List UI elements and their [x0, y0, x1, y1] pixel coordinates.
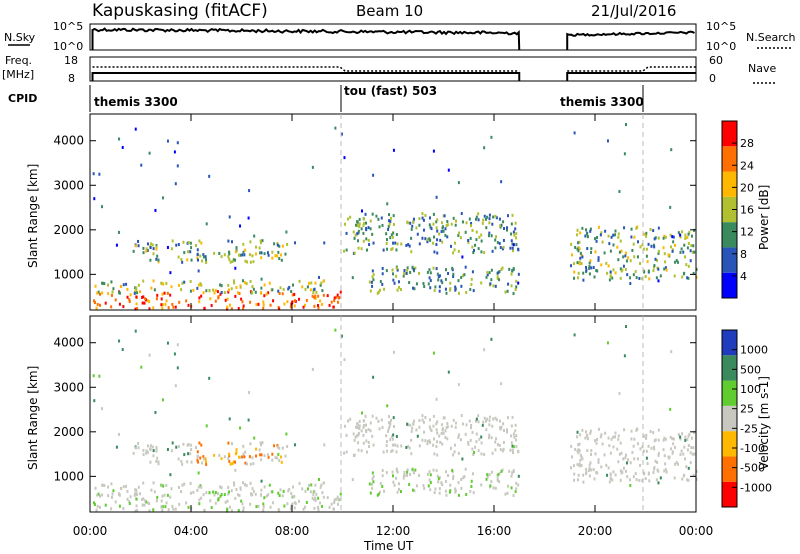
xtick-label: 20:00	[578, 524, 613, 538]
xtick-label: 08:00	[275, 524, 310, 538]
nsearch-tick-top: 10^5	[706, 20, 736, 33]
colorbar-tick: 4	[740, 270, 747, 283]
freq-label: Freq.	[5, 54, 32, 67]
colorbar-swatch	[722, 121, 737, 147]
power-heatmap	[92, 123, 698, 311]
colorbar-tick: 100	[740, 383, 761, 396]
colorbar-tick: 8	[740, 248, 747, 261]
colorbar-tick: 28	[740, 137, 754, 150]
colorbar-swatch	[722, 146, 737, 172]
xtick-label: 04:00	[174, 524, 209, 538]
colorbar-swatch	[722, 272, 737, 298]
colorbar-tick: -100	[740, 442, 765, 455]
power-colorbar-label: Power [dB]	[757, 185, 771, 250]
colorbar-swatch	[722, 405, 737, 432]
colorbar-swatch	[722, 380, 737, 406]
nave-tick-bottom: 0	[709, 72, 716, 85]
nsearch-tick-bottom: 10^0	[706, 40, 736, 53]
ytick-label: 2000	[53, 425, 84, 439]
colorbar-swatch	[722, 456, 737, 482]
colorbar-tick: 12	[740, 226, 754, 239]
colorbar-swatch	[722, 196, 737, 223]
velocity-colorbar: -1000 -500 -100 -25 25 100 500 1000	[721, 329, 772, 508]
beam-title: Beam 10	[356, 2, 423, 20]
colorbar-tick: -500	[740, 462, 765, 475]
power-ylabel: Slant Range [km]	[26, 164, 40, 268]
nave-line-2	[567, 66, 696, 72]
freq-panel: Freq. [MHz] 18 8 60 0 Nave	[2, 54, 776, 85]
nsearch-label: N.Search	[746, 31, 796, 44]
freq-tick-bottom: 8	[68, 72, 75, 85]
ytick-label: 4000	[53, 134, 84, 148]
velocity-heatmap	[92, 325, 698, 513]
freq-tick-top: 18	[64, 54, 78, 67]
colorbar-tick: 24	[740, 159, 754, 172]
freq-line-2	[566, 72, 696, 81]
power-colorbar: 4 8 12 16 20 24 28	[721, 120, 754, 299]
nsky-tick-top: 10^5	[53, 20, 83, 33]
colorbar-swatch	[722, 481, 737, 507]
colorbar-swatch	[722, 330, 737, 356]
colorbar-tick: 25	[740, 403, 754, 416]
nave-line	[92, 66, 520, 72]
colorbar-tick: 1000	[740, 344, 768, 357]
freq-unit-label: [MHz]	[2, 68, 34, 81]
ytick-label: 3000	[53, 178, 84, 192]
colorbar-tick: 20	[740, 181, 754, 194]
ytick-label: 4000	[53, 336, 84, 350]
velocity-colorbar-label: Velocity [m s-1]	[757, 376, 771, 470]
xtick-label: 00:00	[73, 524, 108, 538]
colorbar-swatch	[722, 171, 737, 197]
cpid-row: CPID themis 3300 tou (fast) 503 themis 3…	[8, 84, 644, 112]
colorbar-tick: 16	[740, 204, 754, 217]
colorbar-tick: 500	[740, 363, 761, 376]
ytick-label: 2000	[53, 223, 84, 237]
nsky-tick-bottom: 10^0	[53, 40, 83, 53]
cpid-segment-1: themis 3300	[94, 95, 178, 109]
station-title: Kapuskasing (fitACF)	[92, 1, 268, 21]
nsky-line-2	[566, 30, 695, 50]
date-title: 21/Jul/2016	[591, 2, 676, 20]
freq-line	[91, 72, 521, 81]
cpid-segment-2: tou (fast) 503	[344, 84, 437, 98]
colorbar-swatch	[722, 355, 737, 381]
xtick-label: 12:00	[376, 524, 411, 538]
velocity-panel: 1000 2000 3000 4000 Slant Range [km]	[26, 315, 698, 513]
ytick-label: 3000	[53, 380, 84, 394]
colorbar-tick: -1000	[740, 481, 772, 494]
nsky-label: N.Sky	[4, 31, 36, 44]
time-axis-label: Time UT	[363, 539, 414, 553]
power-panel: 1000 2000 3000 4000 Slant Range [km]	[26, 113, 698, 311]
nsky-panel: N.Sky 10^5 10^0 10^5 10^0 N.Search	[4, 20, 796, 53]
velocity-ylabel: Slant Range [km]	[26, 366, 40, 470]
ytick-label: 1000	[53, 469, 84, 483]
cpid-segment-3: themis 3300	[560, 95, 644, 109]
nave-tick-top: 60	[709, 54, 723, 67]
ytick-label: 1000	[53, 267, 84, 281]
time-axis: 00:00 04:00 08:00 12:00 16:00 20:00 00:00	[73, 114, 714, 538]
nsky-line	[91, 27, 521, 51]
colorbar-swatch	[722, 222, 737, 248]
cpid-label: CPID	[8, 92, 37, 105]
colorbar-swatch	[722, 431, 737, 457]
colorbar-tick: -25	[740, 422, 758, 435]
xtick-label: 00:00	[679, 524, 714, 538]
nave-label: Nave	[748, 62, 776, 75]
colorbar-swatch	[722, 247, 737, 273]
xtick-label: 16:00	[477, 524, 512, 538]
